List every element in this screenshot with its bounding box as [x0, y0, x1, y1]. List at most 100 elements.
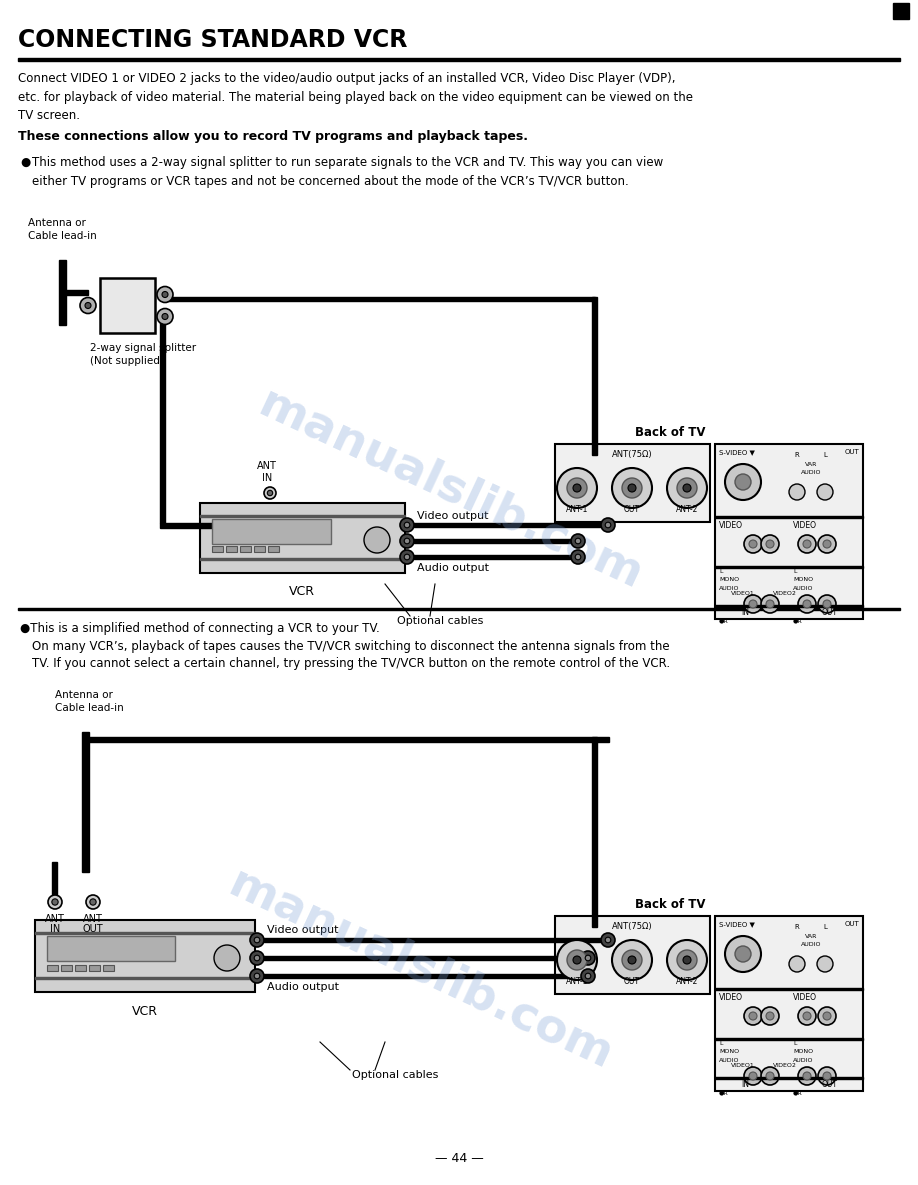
Circle shape [735, 946, 751, 962]
Text: Video output: Video output [267, 925, 339, 935]
Bar [103, 965, 114, 971]
Circle shape [250, 952, 264, 965]
Circle shape [798, 534, 816, 553]
Circle shape [400, 518, 414, 532]
Text: VIDEO1: VIDEO1 [731, 1063, 755, 1068]
Text: AUDIO: AUDIO [793, 1058, 813, 1063]
Circle shape [766, 1012, 774, 1020]
Bar [254, 546, 265, 552]
Circle shape [571, 550, 585, 564]
Circle shape [557, 468, 597, 508]
Text: IN: IN [50, 924, 60, 934]
Circle shape [571, 534, 585, 547]
Bar [200, 515, 405, 517]
Circle shape [735, 474, 751, 491]
Bar [47, 965, 58, 971]
Circle shape [585, 955, 591, 961]
Circle shape [85, 302, 91, 308]
Bar [89, 737, 609, 742]
Circle shape [601, 518, 615, 532]
Circle shape [803, 600, 811, 608]
Circle shape [254, 955, 260, 961]
Circle shape [725, 936, 761, 972]
Circle shape [677, 950, 697, 971]
Bar [226, 546, 237, 552]
Text: TV. If you cannot select a certain channel, try pressing the TV/VCR button on th: TV. If you cannot select a certain chann… [32, 656, 670, 670]
Circle shape [612, 940, 652, 980]
Circle shape [400, 534, 414, 547]
Text: ●R: ●R [793, 619, 802, 623]
Circle shape [803, 540, 811, 547]
Text: ●: ● [20, 156, 30, 169]
Text: OUT: OUT [822, 608, 838, 617]
Text: OUT: OUT [624, 976, 640, 986]
Circle shape [573, 956, 581, 965]
Text: ANT-2: ANT-2 [676, 505, 699, 514]
Bar [75, 965, 86, 971]
Text: L: L [823, 451, 827, 457]
Text: — 44 —: — 44 — [434, 1152, 484, 1165]
Circle shape [744, 595, 762, 613]
Circle shape [789, 956, 805, 972]
Circle shape [744, 1007, 762, 1025]
Bar [240, 546, 251, 552]
Bar [715, 916, 863, 1091]
Text: Optional cables: Optional cables [352, 1070, 438, 1080]
Text: AUDIO: AUDIO [719, 1058, 740, 1063]
Circle shape [573, 483, 581, 492]
Text: OUT: OUT [83, 924, 104, 934]
Text: AUDIO: AUDIO [800, 942, 822, 947]
Text: IN: IN [741, 608, 749, 617]
Text: AUDIO: AUDIO [719, 587, 740, 591]
Text: L: L [719, 1040, 722, 1046]
Bar [715, 1077, 863, 1078]
Text: AUDIO: AUDIO [793, 587, 813, 591]
Bar [212, 519, 330, 544]
Text: Video output: Video output [417, 511, 488, 521]
Bar [405, 556, 580, 559]
Text: ●R: ●R [719, 619, 729, 623]
Circle shape [48, 895, 62, 909]
Text: VIDEO2: VIDEO2 [773, 591, 797, 596]
Text: ANT(75Ω): ANT(75Ω) [612, 922, 653, 931]
Bar [893, 4, 909, 19]
Text: ANT-1: ANT-1 [565, 976, 588, 986]
Text: IN: IN [741, 1080, 749, 1089]
Circle shape [628, 956, 636, 965]
Bar [255, 956, 590, 960]
Text: ANT: ANT [257, 461, 277, 470]
Circle shape [250, 969, 264, 984]
Circle shape [51, 899, 58, 905]
Circle shape [766, 1072, 774, 1080]
Circle shape [749, 1072, 757, 1080]
Circle shape [162, 314, 168, 320]
Circle shape [677, 478, 697, 498]
Text: Antenna or
Cable lead-in: Antenna or Cable lead-in [55, 690, 124, 713]
Bar [200, 502, 405, 574]
Bar [715, 444, 863, 619]
Circle shape [254, 973, 260, 979]
Bar [715, 606, 863, 607]
Text: Back of TV: Back of TV [634, 898, 705, 911]
Text: Back of TV: Back of TV [634, 425, 705, 438]
Bar [82, 732, 89, 872]
Text: manualslib.com: manualslib.com [251, 382, 649, 598]
Text: ●This is a simplified method of connecting a VCR to your TV.: ●This is a simplified method of connecti… [20, 622, 380, 635]
Bar [18, 608, 900, 610]
Text: IN: IN [262, 473, 272, 483]
Bar [715, 515, 863, 518]
Text: L: L [719, 569, 722, 574]
Circle shape [622, 950, 642, 971]
Circle shape [267, 491, 273, 495]
Circle shape [404, 538, 409, 544]
Bar [52, 861, 57, 904]
Circle shape [567, 950, 587, 971]
Circle shape [803, 1072, 811, 1080]
Text: R: R [795, 924, 800, 930]
Bar [18, 58, 900, 60]
Circle shape [576, 555, 581, 559]
Circle shape [557, 940, 597, 980]
Circle shape [683, 956, 691, 965]
Text: MONO: MONO [719, 577, 739, 582]
Text: VAR: VAR [805, 934, 817, 939]
